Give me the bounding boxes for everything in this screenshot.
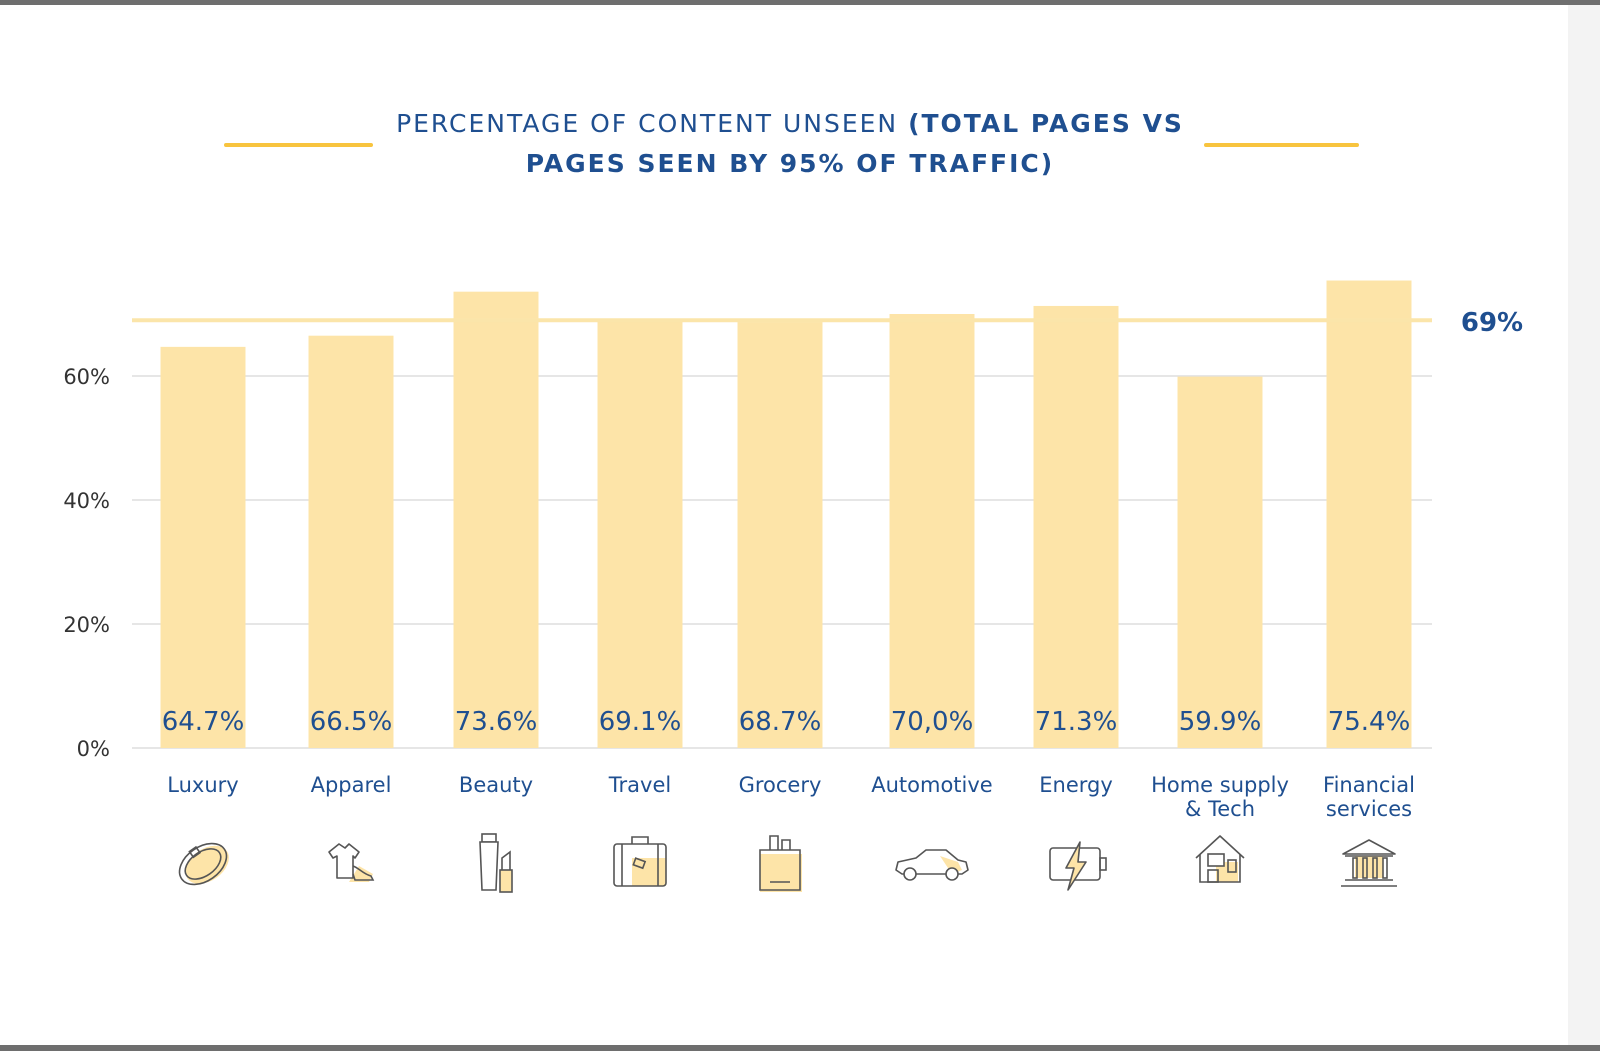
bar [160,346,246,748]
title-rule-left [224,143,373,147]
bar [1326,280,1412,748]
cosmetics-icon [479,833,513,893]
car-icon [895,849,969,881]
y-tick-label: 0% [77,737,110,761]
reference-line-group: 69% [132,308,1523,338]
category-label: Home supply [1151,773,1289,797]
reference-line-label: 69% [1461,308,1523,338]
category-label: Travel [608,773,671,797]
apparel-icon [328,843,375,882]
category-labels: Luxury Apparel Beauty Travel Grocery Automoti… [167,773,1415,821]
grocery-bag-icon [759,835,802,892]
category-icons [178,833,1397,893]
value-label: 64.7% [162,707,245,737]
y-axis-labels: 0% 20% 40% 60% [63,365,110,761]
suitcase-icon [613,836,667,887]
category-label: services [1326,797,1412,821]
category-label: & Tech [1185,797,1255,821]
category-label: Energy [1039,773,1113,797]
bar [453,291,539,748]
bank-icon [1341,839,1397,887]
category-label: Financial [1323,773,1415,797]
ring-icon [178,842,229,886]
y-tick-label: 40% [63,489,110,513]
chart-title-qualifier: (TOTAL PAGES VS PAGES SEEN BY 95% OF TRA… [525,109,1184,178]
chart-title: PERCENTAGE OF CONTENT UNSEEN (TOTAL PAGE… [390,104,1190,184]
home-tech-icon [1195,835,1245,883]
value-label: 69.1% [599,707,682,737]
bar [1177,376,1263,748]
value-label: 66.5% [310,707,393,737]
y-tick-label: 60% [63,365,110,389]
bar [1033,305,1119,748]
page-edge [1568,5,1600,1045]
value-label: 75.4% [1328,707,1411,737]
category-label: Grocery [739,773,822,797]
bar [889,314,975,748]
value-label: 68.7% [739,707,822,737]
category-label: Apparel [311,773,392,797]
bar [737,322,823,748]
value-label: 70,0% [891,707,974,737]
bars [160,280,1412,748]
value-label: 71.3% [1035,707,1118,737]
category-label: Beauty [459,773,533,797]
value-labels: 64.7% 66.5% 73.6% 69.1% 68.7% 70,0% 71.3% 59.9%… [162,707,1411,737]
battery-bolt-icon [1049,841,1107,891]
value-label: 59.9% [1179,707,1262,737]
chart-title-main: PERCENTAGE OF CONTENT UNSEEN [396,109,899,138]
bar [308,335,394,748]
bar [597,319,683,748]
category-label: Automotive [871,773,992,797]
value-label: 73.6% [455,707,538,737]
category-label: Luxury [167,773,238,797]
y-tick-label: 20% [63,613,110,637]
title-rule-right [1204,143,1359,147]
